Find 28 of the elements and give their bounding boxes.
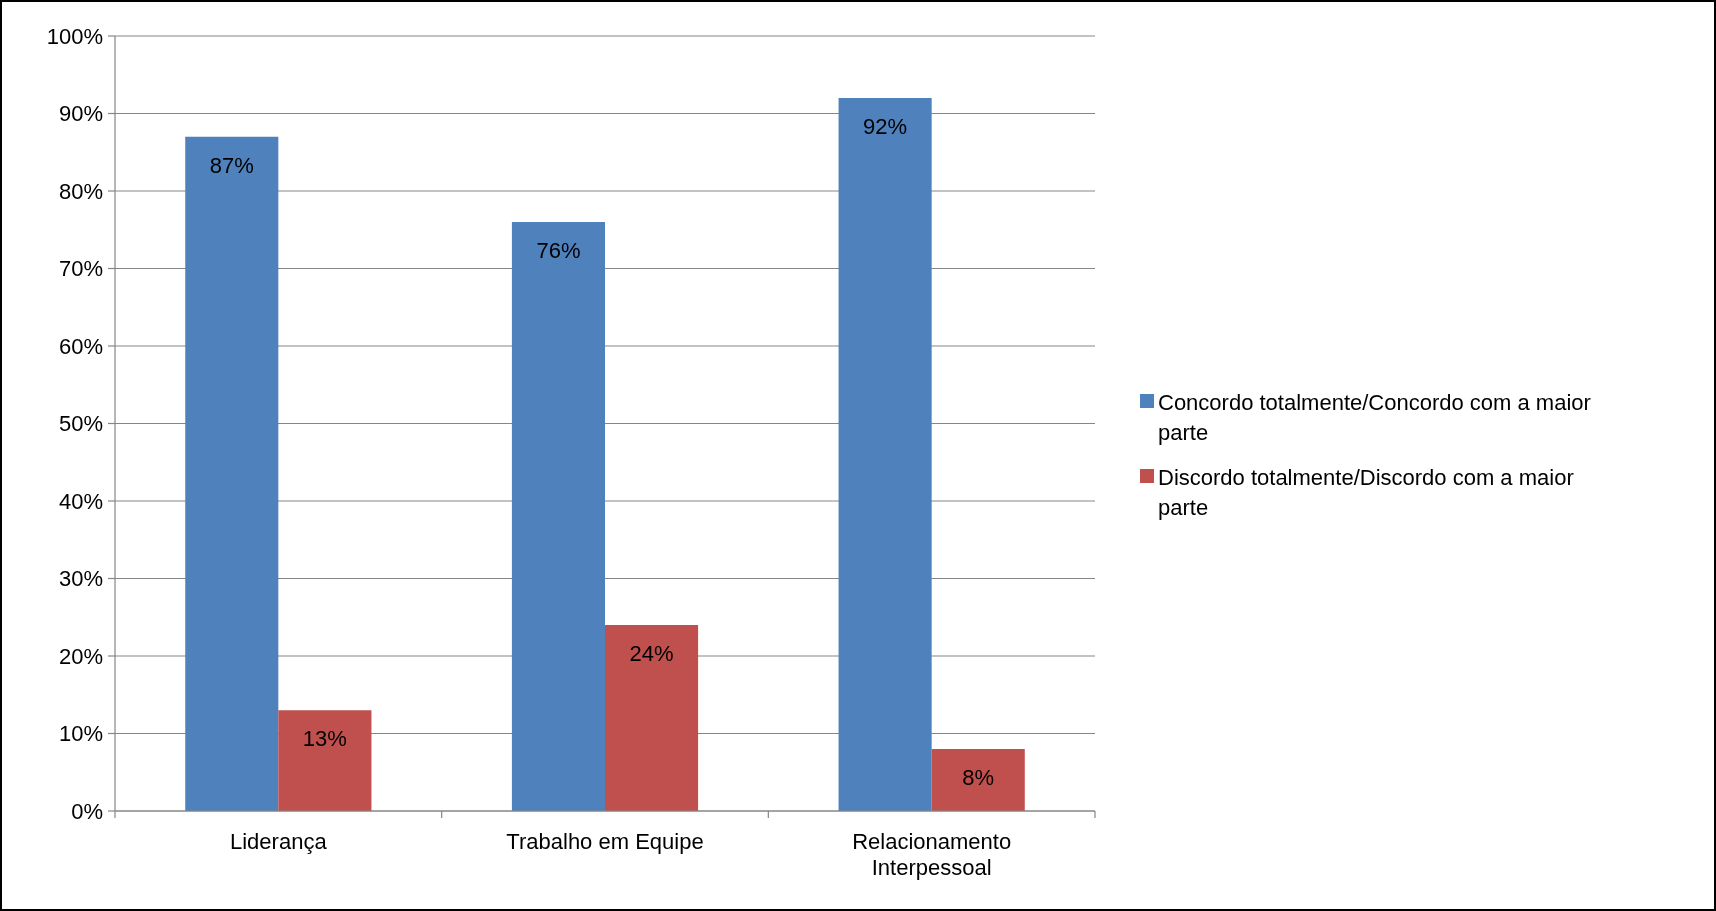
y-tick-label: 40%	[58, 488, 103, 514]
y-tick-label: 50%	[58, 411, 103, 437]
bar	[931, 749, 1025, 811]
data-label: 92%	[863, 114, 908, 139]
y-tick-label: 10%	[58, 721, 103, 747]
data-label: 76%	[536, 238, 581, 263]
y-tick-label: 90%	[58, 101, 103, 127]
x-tick-label: Liderança	[230, 829, 328, 854]
y-tick-label: 60%	[58, 333, 103, 359]
data-label: 24%	[629, 641, 674, 666]
y-tick-label: 100%	[46, 23, 103, 49]
bar	[511, 222, 605, 811]
y-tick-label: 30%	[58, 566, 103, 592]
bar	[278, 710, 372, 811]
y-tick-label: 0%	[71, 798, 103, 824]
data-label: 13%	[302, 726, 347, 752]
y-tick-label: 70%	[58, 256, 103, 282]
legend-label: Concordo totalmente/Concordo com a maior parte	[1158, 389, 1591, 445]
legend-label: Discordo totalmente/Discordo com a maior parte	[1158, 464, 1574, 520]
y-tick-label: 20%	[58, 643, 103, 669]
data-label: 8%	[962, 765, 995, 790]
bar	[605, 625, 699, 811]
x-tick-label: Trabalho em Equipe	[506, 829, 704, 854]
x-tick-label: Relacionamento Interpessoal	[852, 829, 1012, 880]
bar	[185, 136, 279, 811]
bar	[838, 98, 932, 811]
data-label: 87%	[209, 152, 254, 178]
y-tick-label: 80%	[58, 178, 103, 204]
